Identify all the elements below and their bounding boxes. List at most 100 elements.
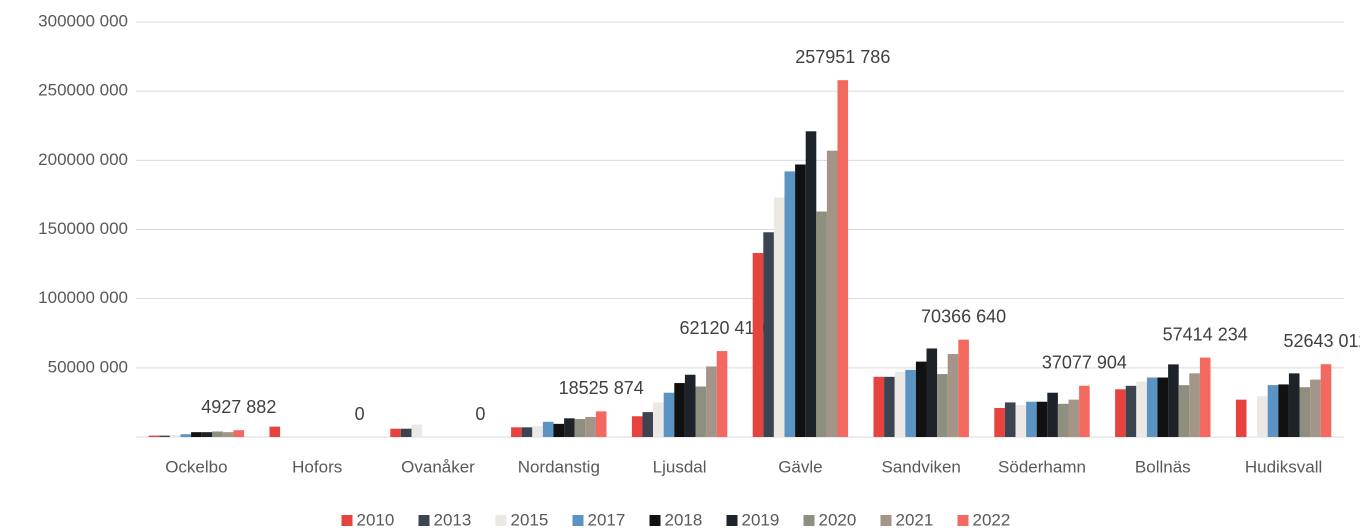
legend-swatch	[341, 515, 353, 526]
data-label: 0	[475, 404, 485, 424]
bar	[159, 435, 170, 437]
bar	[1015, 405, 1027, 437]
bar	[663, 392, 675, 437]
y-tick-label: 250000 000	[38, 81, 128, 100]
bar	[269, 426, 281, 437]
bar	[233, 430, 245, 437]
bar	[1136, 381, 1147, 437]
legend-swatch	[957, 515, 969, 526]
bar	[947, 354, 959, 437]
legend-label: 2021	[896, 510, 934, 529]
bar	[148, 435, 160, 437]
bar	[905, 369, 916, 437]
x-tick-label: Ockelbo	[165, 457, 227, 476]
data-label: 57414 234	[1163, 324, 1248, 344]
bar	[805, 131, 817, 438]
x-tick-label: Hudiksvall	[1245, 457, 1322, 476]
bar	[1299, 387, 1311, 437]
bar	[642, 412, 654, 437]
bar	[222, 432, 234, 437]
bar	[695, 386, 707, 437]
bar	[773, 197, 785, 437]
bar	[521, 427, 533, 437]
bar	[706, 366, 717, 437]
data-label: 18525 874	[559, 378, 644, 398]
bar	[1047, 392, 1058, 437]
bar	[1057, 403, 1069, 437]
bar	[873, 376, 885, 437]
bar	[542, 421, 554, 437]
x-tick-label: Bollnäs	[1135, 457, 1191, 476]
bar	[795, 164, 806, 437]
bar	[1079, 385, 1090, 437]
bar	[1036, 401, 1048, 437]
y-tick-label: 50000 000	[48, 357, 128, 376]
bar	[915, 361, 927, 437]
legend-swatch	[880, 515, 892, 526]
bar	[716, 351, 728, 437]
legend-swatch	[726, 515, 738, 526]
legend-label: 2020	[819, 510, 857, 529]
data-label: 37077 904	[1042, 352, 1127, 372]
y-tick-label: 100000 000	[38, 288, 128, 307]
x-tick-label: Ovanåker	[401, 457, 475, 476]
legend-label: 2022	[973, 510, 1011, 529]
bar	[763, 232, 774, 437]
bar	[752, 253, 764, 437]
bar	[894, 371, 906, 437]
bar	[595, 411, 607, 437]
bar	[564, 418, 575, 437]
bar	[684, 374, 696, 437]
legend-swatch	[649, 515, 661, 526]
legend-label: 2013	[434, 510, 472, 529]
legend-label: 2018	[665, 510, 703, 529]
x-tick-label: Ljusdal	[653, 457, 707, 476]
legend-label: 2017	[588, 510, 626, 529]
bar	[926, 348, 938, 437]
bar	[653, 402, 664, 437]
bar	[1068, 399, 1080, 437]
bar	[1146, 377, 1158, 437]
bar	[1125, 385, 1137, 437]
bar	[169, 434, 181, 437]
y-tick-label: 200000 000	[38, 150, 128, 169]
data-label: 52643 012	[1283, 331, 1360, 351]
bar	[1004, 402, 1016, 437]
bar	[511, 427, 522, 437]
bar	[994, 407, 1005, 437]
legend-swatch	[418, 515, 430, 526]
bar	[553, 423, 565, 437]
bar	[1157, 377, 1169, 437]
legend-label: 2019	[742, 510, 780, 529]
x-tick-label: Sandviken	[882, 457, 961, 476]
bar	[937, 374, 948, 437]
bar	[884, 376, 895, 437]
bar	[532, 425, 543, 437]
bar	[631, 416, 643, 437]
bar	[1189, 373, 1200, 437]
bar	[201, 432, 213, 437]
bar	[1267, 385, 1279, 437]
bar	[1199, 357, 1211, 437]
data-label: 257951 786	[795, 47, 890, 67]
bar	[1288, 373, 1300, 437]
bar	[1026, 401, 1037, 437]
bar	[1320, 364, 1332, 437]
bar	[191, 432, 202, 437]
bar	[1235, 399, 1247, 437]
legend-label: 2010	[357, 510, 395, 529]
legend-swatch	[495, 515, 507, 526]
bar	[1278, 384, 1289, 437]
bar	[400, 428, 412, 437]
y-tick-label: 300000 000	[38, 11, 128, 30]
bar	[180, 434, 192, 437]
bar	[784, 171, 796, 437]
bar	[1310, 379, 1321, 437]
bar	[958, 339, 969, 437]
legend-label: 2015	[511, 510, 549, 529]
x-tick-label: Nordanstig	[518, 457, 600, 476]
bar	[390, 428, 401, 437]
x-tick-label: Gävle	[778, 457, 822, 476]
x-tick-label: Söderhamn	[998, 457, 1086, 476]
